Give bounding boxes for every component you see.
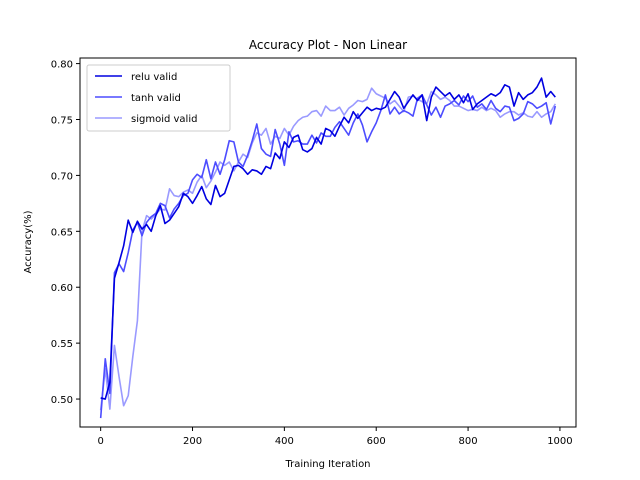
y-tick-label: 0.55 [51, 339, 73, 350]
legend-label-sigmoid: sigmoid valid [131, 114, 197, 125]
y-axis-ticks: 0.50 0.55 0.60 0.65 0.70 0.75 0.80 [51, 60, 80, 406]
x-tick-label: 600 [367, 436, 386, 447]
series-line-tanh [99, 94, 557, 419]
legend-label-tanh: tanh valid [131, 93, 181, 104]
legend-box [86, 64, 231, 132]
x-tick-label: 1000 [547, 436, 572, 447]
y-tick-label: 0.75 [51, 116, 73, 127]
y-axis-label: Accuracy(%) [23, 210, 34, 273]
series-layer [99, 77, 557, 419]
x-tick-label: 800 [459, 436, 478, 447]
series-line-relu [100, 77, 556, 400]
series-line-sigmoid [99, 87, 557, 411]
x-tick-label: 400 [275, 436, 294, 447]
y-tick-label: 0.50 [51, 395, 73, 406]
y-tick-label: 0.80 [51, 60, 73, 71]
chart-title: Accuracy Plot - Non Linear [249, 38, 407, 52]
legend: relu valid tanh valid sigmoid valid [86, 64, 231, 132]
y-tick-label: 0.70 [51, 171, 73, 182]
plot-frame [79, 57, 577, 428]
x-axis-label: Training Iteration [284, 459, 370, 470]
x-tick-label: 200 [183, 436, 202, 447]
legend-label-relu: relu valid [131, 72, 177, 83]
x-axis-ticks: 0 200 400 600 800 1000 [97, 427, 573, 447]
y-tick-label: 0.60 [51, 283, 73, 294]
x-tick-label: 0 [97, 436, 103, 447]
y-tick-label: 0.65 [51, 227, 73, 238]
